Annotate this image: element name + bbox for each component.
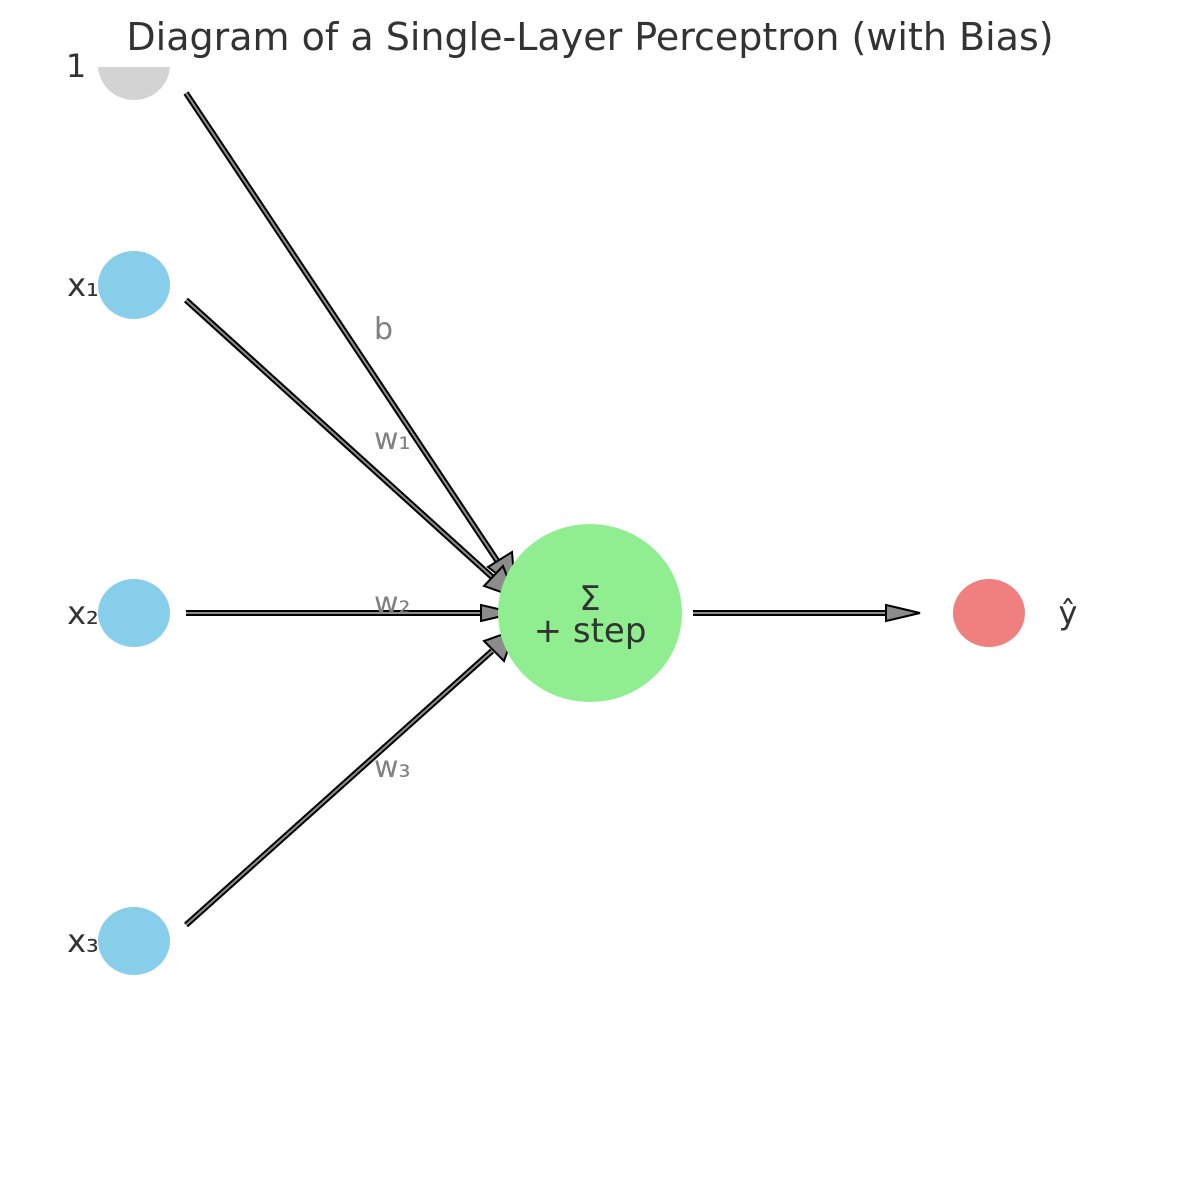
- x3-input-label: x₃: [67, 922, 99, 960]
- w3-weight-arrow: [183, 628, 517, 928]
- input-node-bias: [98, 67, 170, 100]
- activation-label: + step: [534, 611, 647, 651]
- input-node-x1: [98, 251, 170, 319]
- x1-input-label: x₁: [67, 266, 99, 304]
- x2-input-label: x₂: [67, 594, 99, 632]
- bias-node-circle: [98, 67, 170, 100]
- bias-input-label: 1: [66, 47, 86, 85]
- summation-node: Σ + step: [498, 524, 682, 702]
- diagram-title: Diagram of a Single-Layer Perceptron (wi…: [126, 15, 1053, 59]
- x1-node-circle: [98, 251, 170, 319]
- input-node-x3: [98, 907, 170, 975]
- bias-weight-label: b: [374, 312, 393, 347]
- w3-weight-label: w₃: [374, 750, 411, 785]
- w1-weight-label: w₁: [374, 422, 411, 457]
- w2-weight-label: w₂: [374, 586, 411, 621]
- output-arrow: [693, 603, 921, 623]
- bias-weight-arrow: [183, 91, 517, 591]
- output-node-circle: [953, 579, 1025, 647]
- output-label: ŷ: [1059, 594, 1078, 632]
- input-node-x2: [98, 579, 170, 647]
- x2-node-circle: [98, 579, 170, 647]
- summation-symbol: Σ: [579, 579, 600, 619]
- x3-node-circle: [98, 907, 170, 975]
- summation-node-circle: [498, 524, 682, 702]
- w2-weight-arrow: [186, 603, 516, 623]
- output-node: [953, 579, 1025, 647]
